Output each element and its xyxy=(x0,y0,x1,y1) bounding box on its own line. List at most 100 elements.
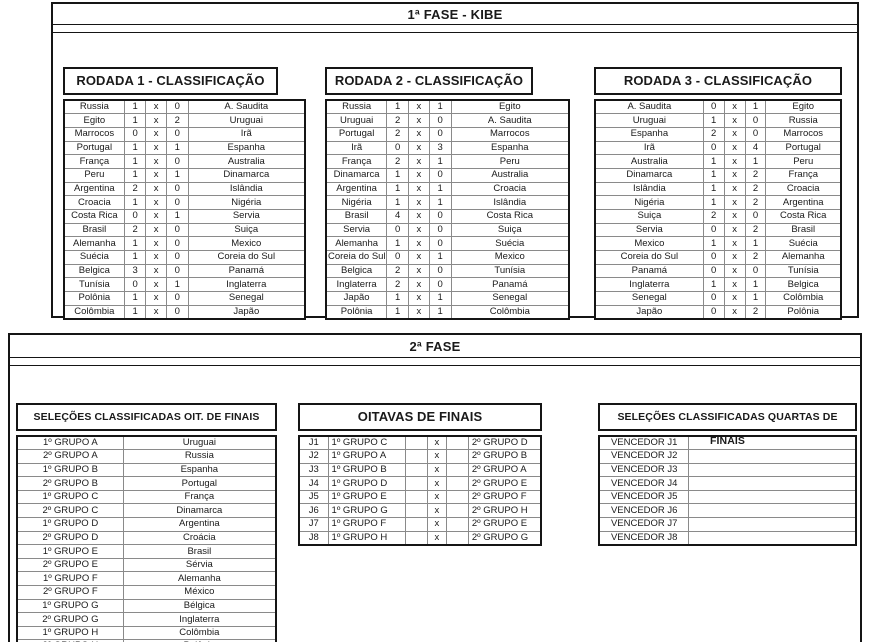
table-cell: Uruguai xyxy=(122,435,277,451)
table-cell: 1 xyxy=(702,154,725,169)
table-cell: Marrocos xyxy=(765,126,842,142)
table-cell: Belgica xyxy=(325,263,388,279)
table-cell: 1 xyxy=(165,140,189,156)
table-cell: 1º GRUPO H xyxy=(327,530,406,546)
classified-oitavas-title: SELEÇÕES CLASSIFICADAS OIT. DE FINAIS xyxy=(16,403,277,431)
table-cell: 1 xyxy=(386,181,410,197)
table-cell: x xyxy=(145,250,167,265)
table-row: 1º GRUPO F Alemanha xyxy=(16,571,277,587)
table-cell: 2 xyxy=(123,222,147,238)
table-cell: x xyxy=(408,181,430,197)
table-cell: 1 xyxy=(428,291,452,306)
table-cell: Uruguai xyxy=(594,113,704,128)
classified-quartas-table: SELEÇÕES CLASSIFICADAS QUARTAS DE FINAIS… xyxy=(598,403,857,546)
table-cell: 0 xyxy=(744,209,767,224)
table-cell: x xyxy=(145,126,167,142)
table-cell: Espanha xyxy=(594,126,704,142)
table-row: Russia 1 x 1 Egito xyxy=(325,99,570,115)
table-cell: 0 xyxy=(428,167,452,183)
table-cell: 0 xyxy=(165,222,189,238)
table-cell: 2 xyxy=(702,126,725,142)
table-cell: 2 xyxy=(744,195,767,210)
table-cell: Panamá xyxy=(187,263,306,279)
table-cell: Nigéria xyxy=(594,195,704,210)
table-row: 1º GRUPO H Colômbia xyxy=(16,625,277,641)
table-cell: x xyxy=(408,140,430,156)
table-row: 1º GRUPO C França xyxy=(16,489,277,505)
table-cell: 1 xyxy=(702,113,725,128)
table-cell: VENCEDOR J1 xyxy=(598,435,690,451)
table-cell: x xyxy=(426,489,448,505)
table-cell: Argentina xyxy=(122,517,277,532)
table-cell: Irã xyxy=(187,126,306,142)
table-cell: Marrocos xyxy=(63,126,125,142)
table-cell: 1 xyxy=(702,236,725,252)
oitavas-de-finais-grid: J1 1º GRUPO C x 2º GRUPO D J2 1º GRUPO A x 2º G… xyxy=(298,435,542,546)
table-row: Alemanha 1 x 0 Suécia xyxy=(325,236,570,252)
table-row: A. Saudita 0 x 1 Egito xyxy=(594,99,842,115)
table-cell xyxy=(404,517,428,532)
table-row: Mexico 1 x 1 Suécia xyxy=(594,236,842,252)
table-cell: x xyxy=(145,181,167,197)
table-cell: 0 xyxy=(702,304,725,320)
table-row: 2º GRUPO D Croácia xyxy=(16,530,277,546)
table-cell: x xyxy=(408,277,430,293)
table-cell: x xyxy=(723,222,746,238)
table-cell: x xyxy=(408,209,430,224)
table-cell: x xyxy=(723,236,746,252)
table-cell: x xyxy=(426,530,448,546)
table-cell: 2º GRUPO H xyxy=(16,639,124,642)
table-cell: 2º GRUPO E xyxy=(467,517,542,532)
table-cell: A. Saudita xyxy=(594,99,704,115)
table-cell: 1 xyxy=(702,195,725,210)
table-cell: 0 xyxy=(165,263,189,279)
table-row: Colômbia 1 x 0 Japão xyxy=(63,304,306,320)
table-row: Portugal 1 x 1 Espanha xyxy=(63,140,306,156)
classified-quartas-grid: VENCEDOR J1 VENCEDOR J2 VENCEDOR J3 VENCEDO… xyxy=(598,435,857,546)
table-cell: Peru xyxy=(765,154,842,169)
table-cell xyxy=(446,489,469,505)
table-cell: x xyxy=(408,250,430,265)
table-cell: Dinamarca xyxy=(187,167,306,183)
table-row: 1º GRUPO G Bélgica xyxy=(16,598,277,614)
table-cell: x xyxy=(145,291,167,306)
table-cell: x xyxy=(145,113,167,128)
table-cell: x xyxy=(408,167,430,183)
table-cell: x xyxy=(145,277,167,293)
table-cell xyxy=(404,435,428,451)
table-row: VENCEDOR J5 xyxy=(598,489,857,505)
table-row: Alemanha 1 x 0 Mexico xyxy=(63,236,306,252)
table-cell: 1 xyxy=(386,167,410,183)
table-row: J2 1º GRUPO A x 2º GRUPO B xyxy=(298,449,542,464)
table-cell: Nigéria xyxy=(187,195,306,210)
table-cell: 1 xyxy=(123,154,147,169)
table-cell: 0 xyxy=(428,222,452,238)
table-cell: 0 xyxy=(428,126,452,142)
table-cell xyxy=(446,435,469,451)
table-cell: A. Saudita xyxy=(450,113,570,128)
table-cell xyxy=(404,476,428,491)
table-cell: Senegal xyxy=(594,291,704,306)
table-cell: 1 xyxy=(428,304,452,320)
table-cell: VENCEDOR J7 xyxy=(598,517,690,532)
fase2-section: 2ª FASE SELEÇÕES CLASSIFICADAS OIT. DE F… xyxy=(8,333,862,642)
table-row: Belgica 3 x 0 Panamá xyxy=(63,263,306,279)
table-cell: x xyxy=(408,236,430,252)
table-cell: Brasil xyxy=(122,544,277,559)
table-cell: 0 xyxy=(165,236,189,252)
table-cell: Egito xyxy=(450,99,570,115)
table-cell: 0 xyxy=(744,263,767,279)
table-cell: J6 xyxy=(298,503,329,519)
fase1-title: 1ª FASE - KIBE xyxy=(53,4,857,25)
table-cell: x xyxy=(408,263,430,279)
table-row: VENCEDOR J8 xyxy=(598,530,857,546)
table-row: Suécia 1 x 0 Coreia do Sul xyxy=(63,250,306,265)
table-cell: 2º GRUPO A xyxy=(467,462,542,478)
table-cell: x xyxy=(408,126,430,142)
table-cell: 0 xyxy=(428,113,452,128)
table-cell xyxy=(404,449,428,464)
table-cell: 1º GRUPO B xyxy=(327,462,406,478)
rodada-2-table: RODADA 2 - CLASSIFICAÇÃO Russia 1 x 1 Egito U… xyxy=(325,67,570,320)
table-cell: x xyxy=(145,263,167,279)
classified-oitavas-table: SELEÇÕES CLASSIFICADAS OIT. DE FINAIS 1º… xyxy=(16,403,277,642)
